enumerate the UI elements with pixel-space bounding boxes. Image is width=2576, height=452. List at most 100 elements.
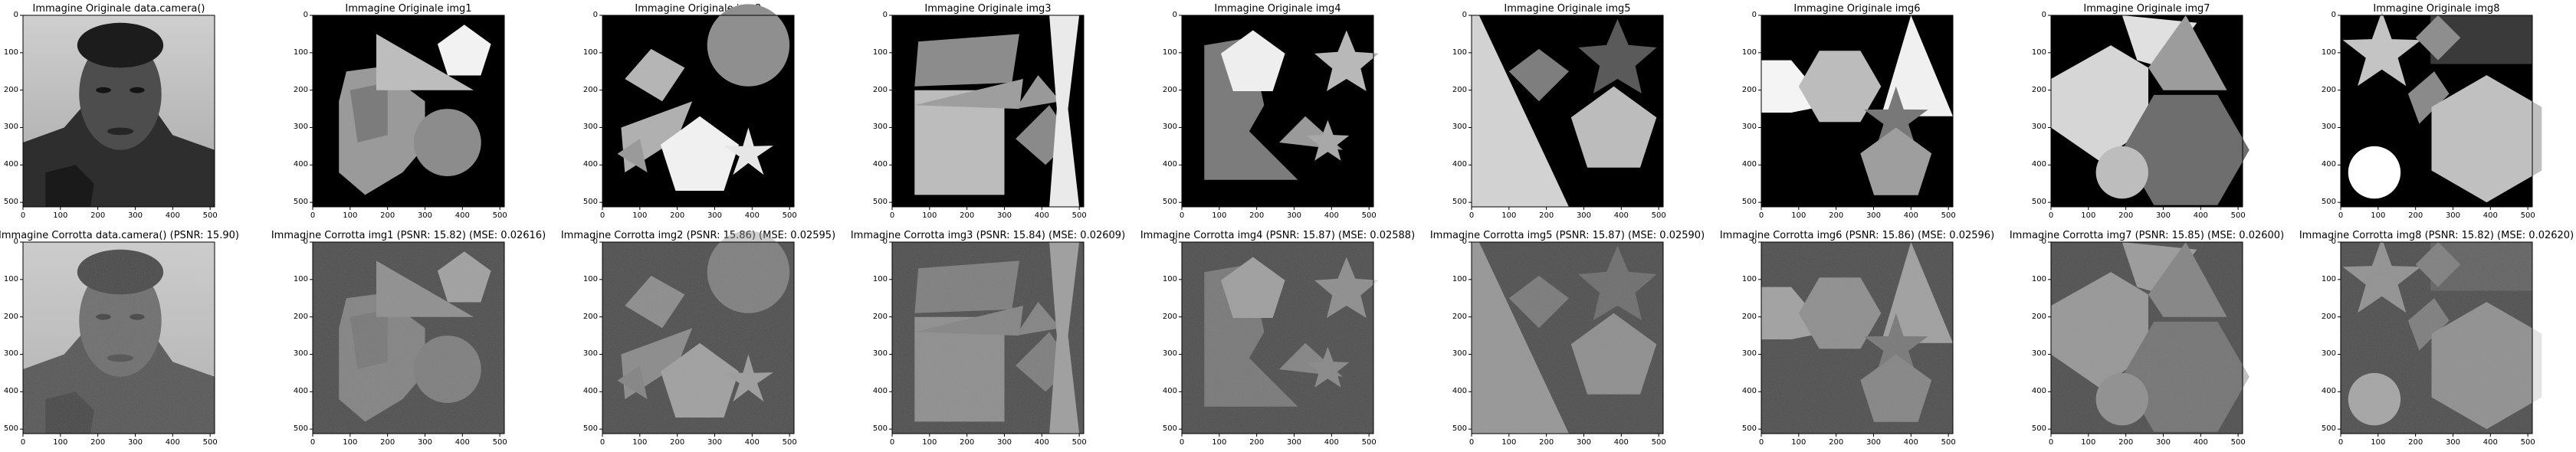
- y-tick-label: 500: [293, 198, 308, 207]
- y-tick-label: 400: [582, 160, 598, 169]
- x-tick-label: 100: [343, 438, 358, 447]
- y-tick-label: 300: [2031, 123, 2046, 132]
- x-tick-label: 500: [782, 211, 797, 220]
- axes-frame: [1181, 241, 1374, 434]
- axes-frame: [602, 15, 795, 208]
- image-axes: 0 100 200 300 400 500 0 100 200 300 400 500: [873, 237, 1087, 447]
- x-tick-label: 100: [2081, 438, 2096, 447]
- panel-title: Immagine Corrotta img6 (PSNR: 15.86) (MS…: [1719, 230, 1995, 241]
- x-tick-label: 0: [1758, 211, 1764, 220]
- y-tick-label: 200: [1162, 85, 1177, 94]
- x-tick-label: 400: [1613, 438, 1629, 447]
- x-tick-label: 500: [492, 211, 507, 220]
- x-tick-label: 0: [889, 211, 895, 220]
- image-axes: 0 100 200 300 400 500 0 100 200 300 400 500: [4, 11, 218, 220]
- y-tick-label: 200: [3, 85, 18, 94]
- image-axes: 0 100 200 300 400 500 0 100 200 300 400 500: [294, 11, 507, 220]
- x-tick-label: 400: [2482, 438, 2498, 447]
- y-tick-label: 500: [582, 424, 598, 434]
- image-canvas: [1468, 241, 1664, 437]
- x-tick-label: 200: [1249, 438, 1265, 447]
- x-tick-label: 300: [996, 438, 1012, 447]
- x-tick-label: 500: [1941, 438, 1956, 447]
- x-tick-label: 400: [454, 211, 470, 220]
- x-tick-label: 400: [454, 438, 470, 447]
- noise-overlay: [2341, 242, 2532, 434]
- x-tick-label: 400: [165, 438, 180, 447]
- y-tick-label: 100: [293, 274, 308, 283]
- y-tick-label: 200: [872, 85, 888, 94]
- x-tick-label: 400: [165, 211, 180, 220]
- x-tick-label: 400: [2193, 211, 2208, 220]
- y-tick-label: 100: [1452, 47, 1467, 57]
- x-tick-label: 100: [343, 211, 358, 220]
- y-tick-label: 500: [1162, 198, 1177, 207]
- image-canvas: [599, 4, 795, 210]
- x-tick-label: 300: [1866, 211, 1882, 220]
- y-tick-label: 0: [1751, 237, 1757, 246]
- noise-overlay: [1182, 242, 1373, 434]
- x-tick-label: 200: [2408, 438, 2423, 447]
- image-axes: 0 100 200 300 400 500 0 100 200 300 400 500: [1742, 11, 1956, 220]
- shape-4: [2407, 71, 2450, 124]
- y-tick-label: 500: [3, 198, 18, 207]
- axes-frame: [2050, 241, 2243, 434]
- y-tick-label: 0: [592, 11, 598, 19]
- image-content: [1472, 15, 1663, 207]
- x-tick-label: 0: [1758, 438, 1764, 447]
- x-tick-label: 400: [1034, 438, 1049, 447]
- shape-5: [2431, 75, 2542, 203]
- axes-frame: [891, 241, 1085, 434]
- shape-4: [1570, 86, 1657, 168]
- y-tick-label: 300: [1162, 349, 1177, 359]
- y-tick-label: 0: [13, 237, 18, 246]
- image-axes: 0 100 200 300 400 500 0 100 200 300 400 500: [1163, 11, 1379, 220]
- y-tick-label: 400: [1452, 387, 1467, 396]
- shape-2: [2430, 15, 2532, 64]
- image-content: [313, 15, 504, 207]
- cameraman-head: [79, 38, 162, 150]
- axes-frame: [2340, 241, 2533, 434]
- y-tick-label: 200: [582, 312, 598, 321]
- y-tick-label: 0: [2331, 11, 2336, 19]
- x-tick-label: 200: [90, 211, 106, 220]
- image-canvas: [20, 15, 215, 210]
- axes-frame: [1471, 15, 1664, 208]
- x-tick-label: 500: [1071, 211, 1087, 220]
- x-tick-label: 0: [1179, 211, 1185, 220]
- y-tick-label: 300: [1452, 349, 1467, 359]
- shape-6: [723, 127, 773, 175]
- image-canvas: [1758, 15, 1954, 210]
- y-tick-label: 400: [293, 387, 308, 396]
- axes-frame: [2050, 15, 2243, 208]
- axes-frame: [2340, 15, 2533, 208]
- y-tick-label: 0: [1751, 11, 1757, 19]
- y-tick-label: 0: [1172, 237, 1177, 246]
- y-tick-label: 500: [1741, 198, 1757, 207]
- x-tick-label: 500: [2230, 211, 2246, 220]
- y-tick-label: 100: [872, 47, 888, 57]
- y-tick-label: 100: [1162, 47, 1177, 57]
- image-content: [602, 4, 794, 207]
- x-tick-label: 500: [202, 211, 218, 220]
- y-tick-label: 200: [2031, 312, 2046, 321]
- y-tick-label: 400: [872, 160, 888, 169]
- shape-3: [1881, 15, 1953, 116]
- y-tick-label: 300: [2031, 349, 2046, 359]
- y-tick-label: 400: [3, 387, 18, 396]
- panel-title: Immagine Originale img1: [345, 3, 472, 15]
- panel-title: Immagine Corrotta img1 (PSNR: 15.82) (MS…: [271, 230, 546, 241]
- image-canvas: [310, 241, 505, 437]
- x-tick-label: 200: [670, 211, 685, 220]
- y-tick-label: 100: [3, 274, 18, 283]
- x-tick-label: 0: [20, 211, 26, 220]
- y-tick-label: 0: [592, 237, 598, 246]
- image-axes: 0 100 200 300 400 500 0 100 200 300 400 500: [2032, 11, 2249, 220]
- image-content: [23, 15, 215, 208]
- axes-frame: [22, 15, 215, 208]
- x-tick-label: 200: [90, 438, 106, 447]
- shape-5: [1860, 127, 1932, 195]
- x-tick-label: 300: [1576, 438, 1592, 447]
- panel-title: Immagine Originale img3: [924, 3, 1052, 15]
- x-tick-label: 200: [1829, 438, 1844, 447]
